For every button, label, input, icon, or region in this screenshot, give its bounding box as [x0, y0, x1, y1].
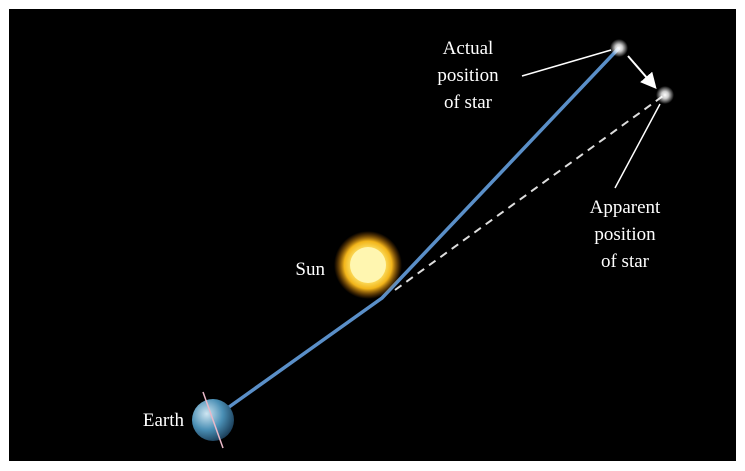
label: Sun — [295, 259, 325, 280]
apparent-star — [656, 86, 674, 104]
label: position — [437, 65, 499, 86]
label: Earth — [143, 410, 185, 431]
label: of star — [601, 251, 650, 272]
sun-core — [350, 247, 386, 283]
actual-star — [610, 39, 628, 57]
diagram: Actual position of star Apparent positio… — [0, 0, 745, 471]
label: of star — [444, 92, 493, 113]
label: position — [594, 224, 656, 245]
label: Apparent — [590, 197, 661, 218]
label: Actual — [443, 38, 494, 59]
